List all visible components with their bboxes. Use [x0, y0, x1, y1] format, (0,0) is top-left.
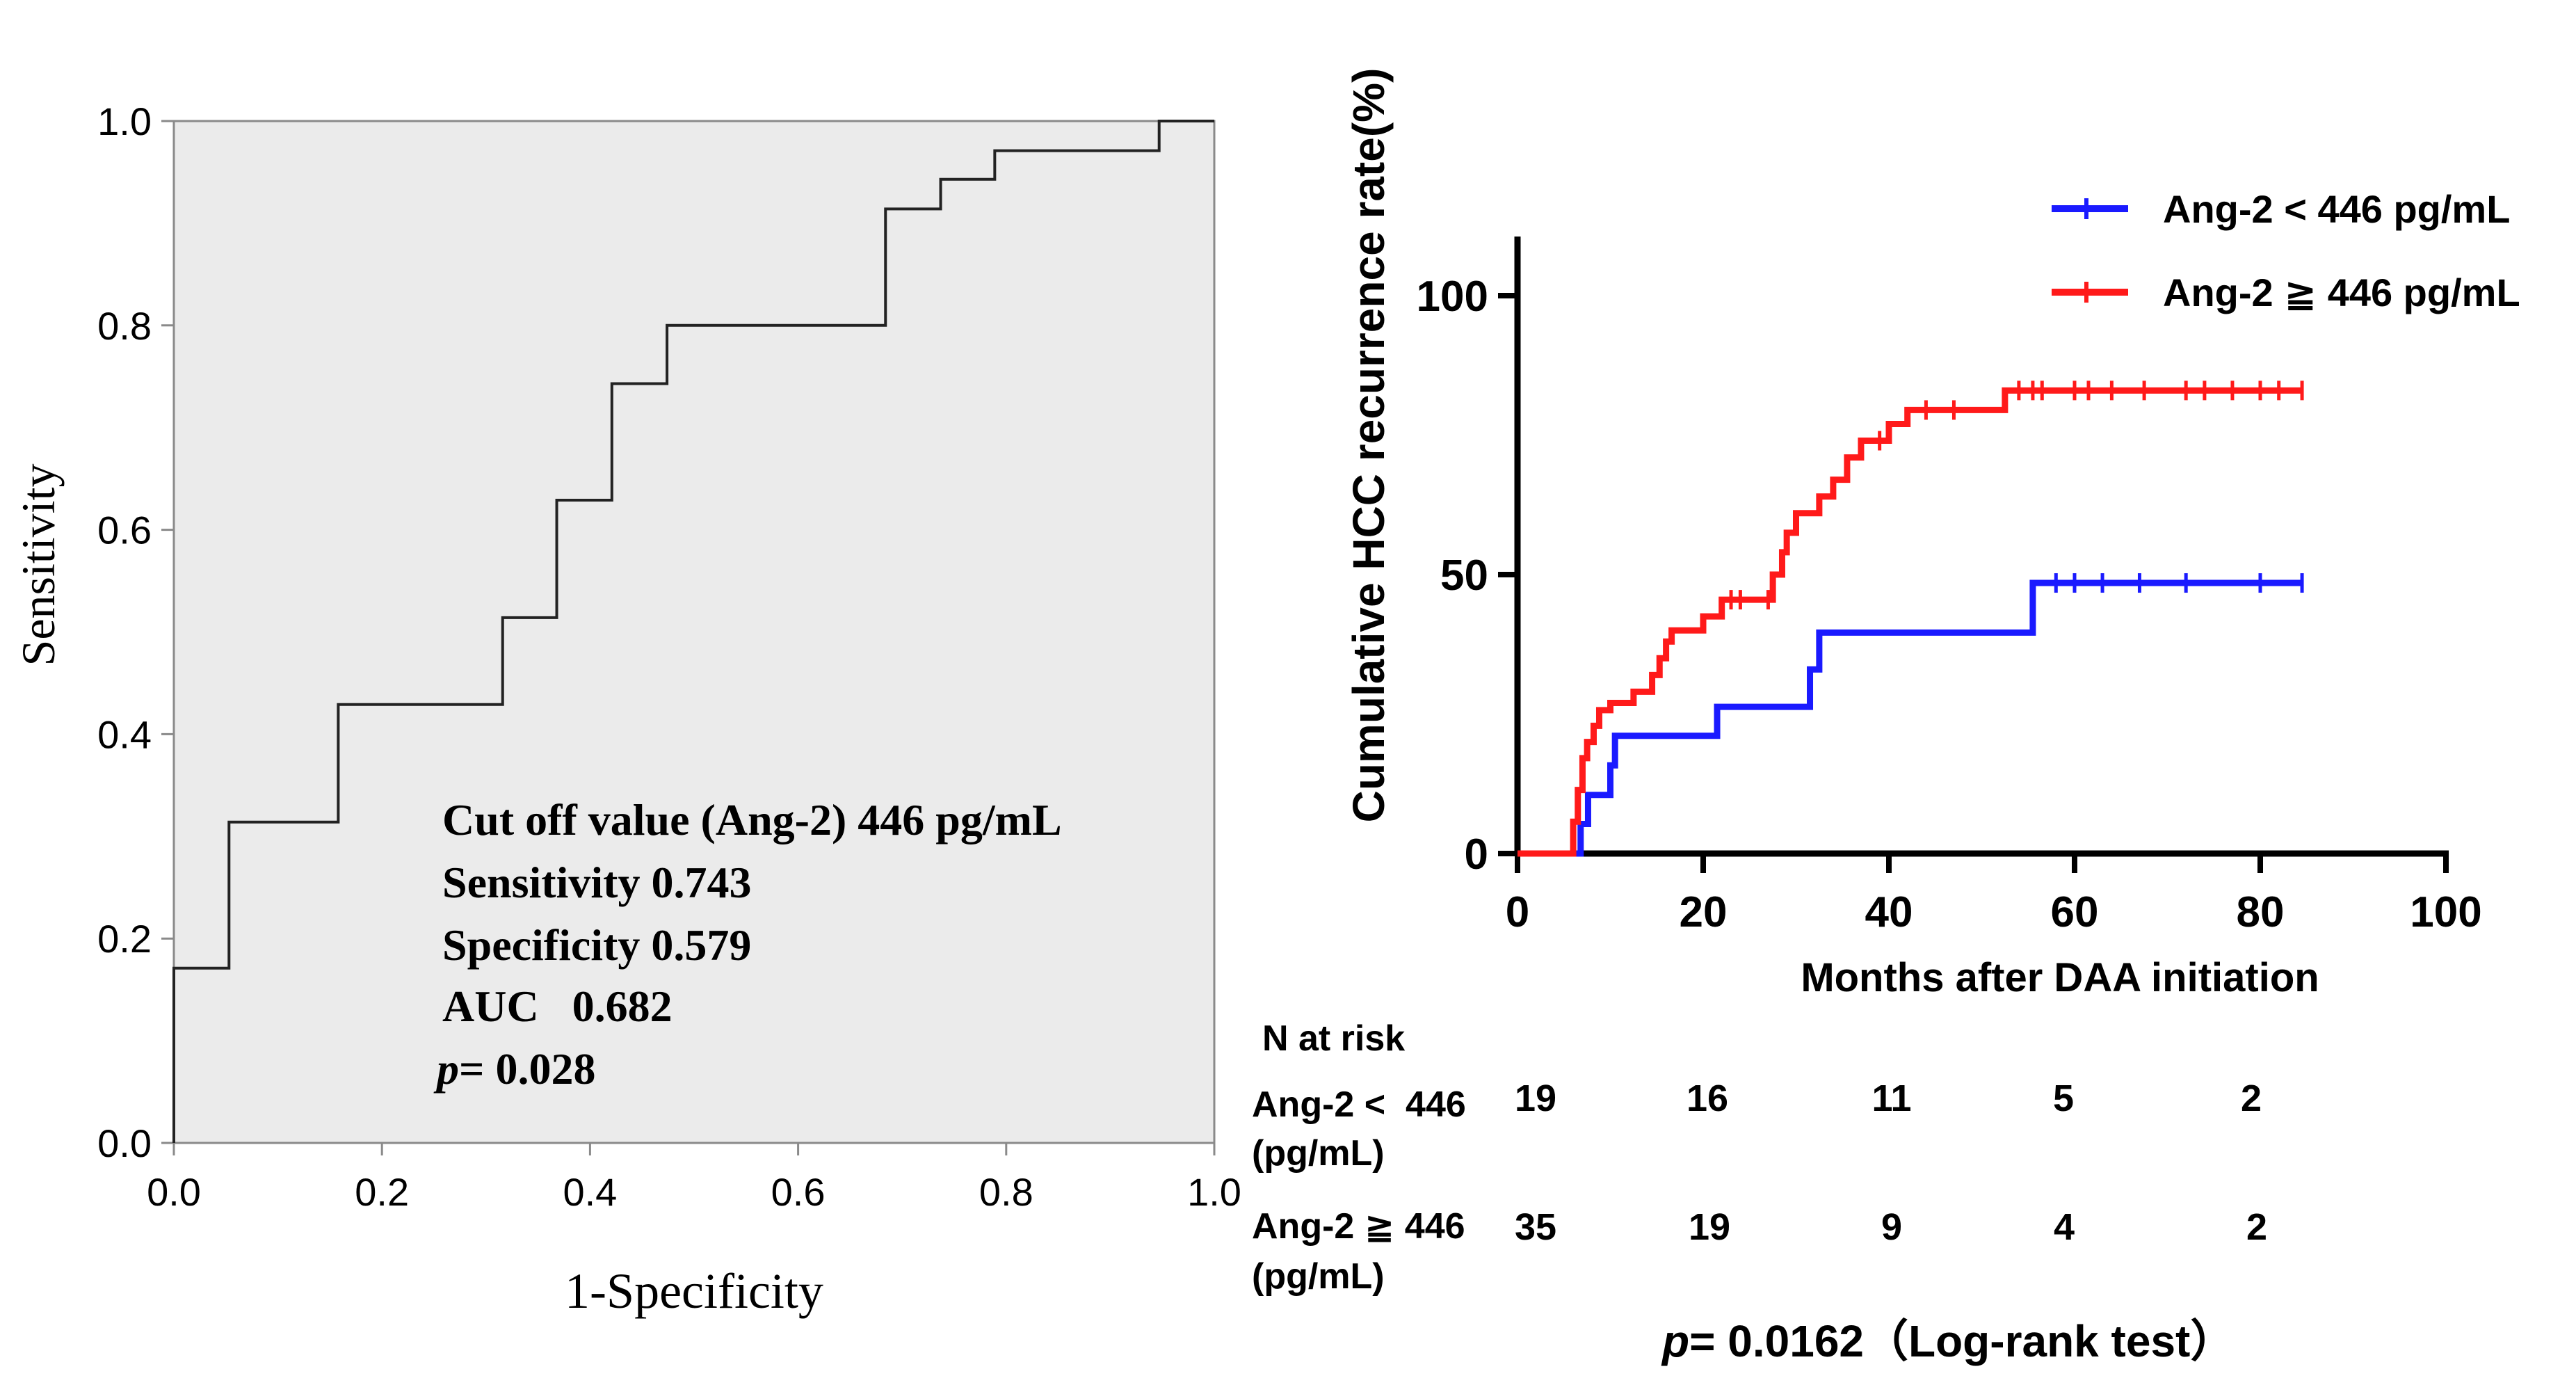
km-x-axis-label: Months after DAA initiation — [1801, 955, 2319, 1000]
km-x-tick-label: 0 — [1506, 888, 1529, 936]
risk-high-60: 4 — [2054, 1206, 2075, 1248]
km-x-tick-label: 80 — [2237, 888, 2285, 936]
risk-low-40: 11 — [1871, 1078, 1911, 1119]
risk-row-low-unit: (pg/mL) — [1252, 1133, 1385, 1174]
risk-table: N at risk Ang-2 < 446 (pg/mL) 19 16 11 5… — [1252, 1018, 2267, 1297]
risk-high-0: 35 — [1515, 1206, 1556, 1248]
legend-label-low: Ang-2 < 446 pg/mL — [2163, 187, 2510, 231]
risk-low-60: 5 — [2053, 1078, 2074, 1119]
km-x-tick-label: 60 — [2051, 888, 2099, 936]
risk-row-low-label: Ang-2 < 446 — [1252, 1084, 1466, 1125]
risk-high-40: 9 — [1881, 1206, 1902, 1248]
km-chart: 0 20 40 60 80 100 0 50 100 Cumulative HCC recurr… — [1252, 68, 2520, 1366]
risk-row-high-label: Ang-2 ≧ 446 — [1252, 1206, 1465, 1247]
roc-y-tick-label: 0.0 — [97, 1121, 152, 1165]
roc-tick-group: 0.0 0.2 0.4 0.6 0.8 1.0 0.0 0.2 0.4 0.6 0.8 1.0 — [97, 99, 1241, 1214]
km-y-tick-label: 100 — [1417, 273, 1488, 321]
km-curve-low — [1518, 579, 2303, 857]
roc-annotation: Cut off value (Ang-2) 446 pg/mL Sensitiv… — [433, 795, 1062, 1094]
roc-x-tick-label: 1.0 — [1187, 1170, 1241, 1214]
risk-table-title: N at risk — [1262, 1018, 1405, 1059]
roc-x-tick-label: 0.4 — [563, 1170, 617, 1214]
roc-y-tick-label: 0.4 — [97, 712, 152, 756]
km-x-tick-label: 20 — [1680, 888, 1728, 936]
roc-x-tick-label: 0.2 — [355, 1170, 409, 1214]
annotation-pvalue: p= 0.028 — [433, 1044, 595, 1094]
km-x-tick-label: 40 — [1865, 888, 1913, 936]
annotation-cutoff: Cut off value (Ang-2) 446 pg/mL — [442, 795, 1062, 844]
roc-y-tick-label: 0.2 — [97, 917, 152, 961]
km-y-axis-label: Cumulative HCC recurrence rate(%) — [1344, 68, 1394, 823]
roc-x-tick-label: 0.8 — [979, 1170, 1033, 1214]
km-y-tick-label: 0 — [1465, 831, 1488, 879]
roc-y-tick-label: 0.6 — [97, 509, 152, 552]
annotation-auc: AUC 0.682 — [442, 982, 673, 1031]
risk-row-high-unit: (pg/mL) — [1252, 1256, 1385, 1297]
risk-low-80: 2 — [2241, 1078, 2262, 1119]
km-curve-high — [1518, 387, 2303, 857]
km-axes: 0 20 40 60 80 100 0 50 100 — [1417, 237, 2482, 936]
risk-high-20: 19 — [1689, 1206, 1730, 1248]
legend-label-high: Ang-2 ≧ 446 pg/mL — [2163, 271, 2520, 314]
risk-high-80: 2 — [2246, 1206, 2267, 1248]
roc-x-axis-label: 1-Specificity — [565, 1263, 823, 1319]
roc-chart: 0.0 0.2 0.4 0.6 0.8 1.0 0.0 0.2 0.4 0.6 0.8 1.0 Sen… — [12, 99, 1241, 1319]
annotation-specificity: Specificity 0.579 — [442, 920, 751, 970]
km-x-tick-label: 100 — [2410, 888, 2481, 936]
roc-x-tick-label: 0.6 — [771, 1170, 826, 1214]
risk-low-20: 16 — [1687, 1078, 1728, 1119]
km-legend: Ang-2 < 446 pg/mL Ang-2 ≧ 446 pg/mL — [2052, 187, 2520, 314]
roc-y-tick-label: 1.0 — [97, 99, 152, 143]
roc-curve — [172, 120, 1214, 1143]
roc-plot-area — [172, 120, 1216, 1144]
annotation-sensitivity: Sensitivity 0.743 — [442, 858, 751, 907]
km-series-group — [1518, 381, 2304, 857]
risk-low-0: 19 — [1515, 1078, 1556, 1119]
roc-x-tick-label: 0.0 — [147, 1170, 201, 1214]
roc-y-tick-label: 0.8 — [97, 304, 152, 348]
roc-y-axis-label: Sensitivity — [12, 464, 65, 666]
km-y-tick-label: 50 — [1440, 552, 1488, 600]
logrank-pvalue: p= 0.0162（Log-rank test） — [1661, 1316, 2235, 1366]
